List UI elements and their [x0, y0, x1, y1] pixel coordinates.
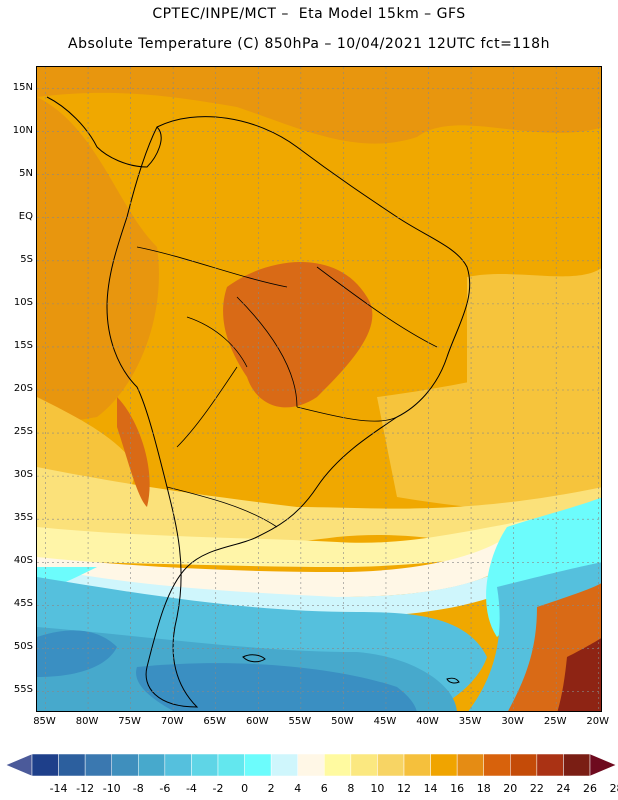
latitude-label: EQ	[18, 210, 33, 222]
latitude-label: 5N	[19, 167, 33, 179]
field-darkblue-core	[136, 663, 417, 711]
colorbar-cell	[430, 754, 458, 776]
latitude-label: 20S	[13, 383, 33, 394]
central-america-coastline	[46, 96, 162, 168]
latitude-label: 15S	[13, 339, 33, 351]
temperature-field-svg	[37, 67, 601, 711]
field-darkblue-west	[37, 630, 117, 677]
longitude-label: 85W	[33, 716, 56, 727]
colorbar-tick-label: 26	[583, 782, 597, 795]
colorbar-tick-label: 12	[397, 782, 411, 795]
longitude-label: 30W	[501, 716, 524, 727]
field-paleyellow-band	[37, 507, 601, 567]
temperature-colorbar	[6, 754, 616, 776]
colorbar-tick-label: 24	[556, 782, 571, 795]
latitude-label: 15N	[12, 81, 33, 93]
colorbar-cell	[403, 754, 431, 776]
colorbar-tick-label: 20	[503, 782, 518, 795]
colorbar-cell	[138, 754, 166, 776]
colorbar-tick-label: -6	[159, 782, 171, 795]
colorbar-tick-label: 8	[347, 782, 355, 795]
latitude-label: 45S	[13, 598, 33, 610]
colorbar-tick-label: -12	[76, 782, 95, 795]
colorbar-cell	[31, 754, 59, 776]
colorbar-cell	[350, 754, 378, 776]
latitude-label: 35S	[13, 512, 33, 524]
latitude-label: 30S	[13, 469, 33, 481]
longitude-label: 50W	[331, 716, 354, 727]
colorbar-tick-label: 6	[320, 782, 328, 795]
longitude-label: 40W	[416, 716, 439, 727]
longitude-label: 65W	[203, 716, 227, 727]
colorbar-cell	[84, 754, 112, 776]
colorbar-tick-label: 0	[241, 782, 249, 795]
south-georgia-island	[446, 677, 460, 684]
colorbar-tick-label: 16	[450, 782, 465, 795]
colorbar-max-arrow	[589, 754, 616, 776]
field-warm-core-continent	[223, 262, 373, 408]
colorbar-cell	[456, 754, 484, 776]
colorbar-tick-label: 2	[267, 782, 275, 795]
colorbar-tick-label: -4	[185, 782, 197, 795]
colorbar-cell	[324, 754, 352, 776]
colorbar-cell	[377, 754, 405, 776]
longitude-label: 70W	[160, 716, 184, 727]
colorbar-tick-label: 10	[370, 782, 385, 795]
colorbar-cell	[270, 754, 298, 776]
latitude-label: 50S	[13, 641, 33, 653]
lat-lon-gridlines	[37, 67, 601, 711]
field-orange-north	[37, 67, 601, 144]
longitude-label: 60W	[245, 716, 269, 727]
colorbar-tick-label: 4	[294, 782, 302, 795]
colorbar-tick-label: -8	[132, 782, 144, 795]
colorbar-tick-label: -14	[49, 782, 68, 795]
latitude-label: 40S	[13, 555, 33, 567]
longitude-label: 80W	[75, 716, 99, 727]
longitude-label: 75W	[118, 716, 141, 727]
colorbar-tick-label: -10	[102, 782, 121, 795]
colorbar-tick-label: 28	[609, 782, 618, 795]
latitude-label: 55S	[13, 684, 33, 696]
colorbar-cell	[191, 754, 219, 776]
colorbar-cell	[244, 754, 272, 776]
longitude-label: 20W	[586, 716, 610, 727]
colorbar-cell	[483, 754, 511, 776]
colorbar-cell	[297, 754, 325, 776]
field-orange-northwest	[37, 97, 159, 427]
temperature-map	[36, 66, 602, 712]
colorbar-min-arrow	[6, 754, 33, 776]
colorbar-cell	[111, 754, 139, 776]
latitude-label: 5S	[20, 253, 33, 265]
colorbar-cell	[58, 754, 86, 776]
latitude-label: 10S	[13, 296, 33, 308]
falkland-islands	[242, 654, 266, 663]
colorbar-cell	[164, 754, 192, 776]
latitude-label: 10N	[12, 124, 33, 136]
south-america-coastline	[106, 116, 471, 708]
colorbar-tick-label: 14	[423, 782, 438, 795]
colorbar-tick-label: 18	[476, 782, 491, 795]
colorbar-cell	[217, 754, 245, 776]
field-gold-east-north	[467, 268, 601, 387]
colorbar-tick-label: -2	[212, 782, 224, 795]
country-borders	[136, 246, 438, 528]
field-deepred-corner	[557, 638, 601, 711]
longitude-label: 25W	[543, 716, 567, 727]
longitude-label: 35W	[458, 716, 482, 727]
map-title-line-2: Absolute Temperature (C) 850hPa – 10/04/…	[68, 36, 550, 52]
colorbar-cell	[563, 754, 591, 776]
latitude-label: 25S	[13, 426, 33, 438]
longitude-label: 45W	[373, 716, 397, 727]
colorbar-cell	[510, 754, 538, 776]
field-warm-core-andes	[117, 397, 150, 507]
map-title-line-1: CPTEC/INPE/MCT – Eta Model 15km – GFS	[152, 6, 466, 22]
field-cream-band	[37, 537, 507, 597]
colorbar-cell	[536, 754, 564, 776]
longitude-label: 55W	[288, 716, 312, 727]
field-gold-atlantic	[377, 357, 601, 512]
colorbar-tick-label: 22	[529, 782, 544, 795]
